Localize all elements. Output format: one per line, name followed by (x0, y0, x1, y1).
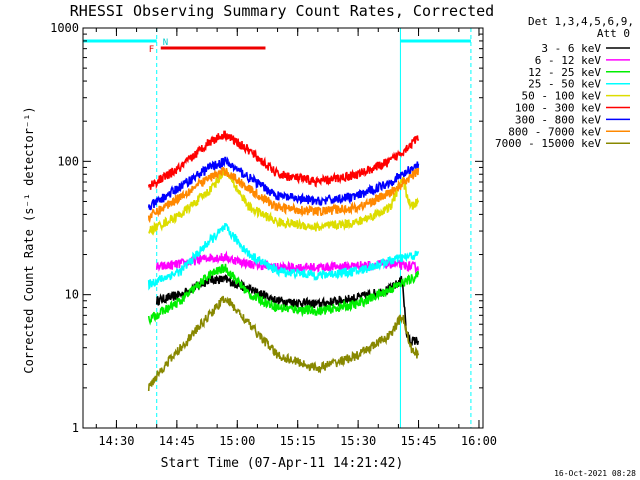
y-axis-label: Corrected Count Rate (s⁻¹ detector⁻¹) (22, 106, 36, 373)
x-tick-label: 15:45 (400, 434, 436, 448)
legend-entry-label: 50 - 100 keV (522, 90, 602, 103)
legend-header-line-2: Att 0 (597, 27, 630, 40)
series-line-300-800-kev (147, 156, 420, 211)
x-tick-label: 15:30 (340, 434, 376, 448)
flare-flag-label: F (149, 45, 154, 55)
y-tick-label: 10 (65, 288, 79, 302)
plot-frame (82, 27, 484, 429)
x-tick-label: 16:00 (461, 434, 497, 448)
x-tick-label: 14:45 (159, 434, 195, 448)
series-line-25-50-kev (147, 222, 420, 291)
legend-entry-label: 12 - 25 keV (528, 66, 601, 79)
series-line-7000-15000-kev (147, 295, 420, 392)
series-line-100-300-kev (147, 130, 420, 190)
legend-entry-label: 800 - 7000 keV (508, 125, 601, 138)
y-tick-label: 1000 (50, 21, 79, 35)
x-tick-label: 15:15 (280, 434, 316, 448)
x-axis-label: Start Time (07-Apr-11 14:21:42) (161, 456, 404, 471)
x-tick-label: 15:00 (219, 434, 255, 448)
chart-title: RHESSI Observing Summary Count Rates, Co… (70, 2, 494, 20)
x-tick-label: 14:30 (98, 434, 134, 448)
series-line-800-7000-kev (147, 167, 420, 224)
legend-entry-label: 7000 - 15000 keV (495, 137, 601, 150)
series-line-50-100-kev (148, 168, 420, 236)
y-tick-label: 1 (72, 421, 79, 435)
legend-entry-label: 300 - 800 keV (515, 113, 601, 126)
series-line-12-25-kev (147, 263, 420, 326)
y-tick-label: 100 (57, 154, 79, 168)
legend-entry-label: 6 - 12 keV (535, 54, 602, 67)
footer-date: 16-Oct-2021 08:28 (554, 469, 636, 478)
observing-intervals: NF (82, 28, 472, 428)
night-flag-label: N (163, 38, 168, 48)
legend-header-line-1: Det 1,3,4,5,6,9, (528, 15, 634, 28)
x-axis-ticks: 14:30 14:45 15:00 15:15 15:30 15:45 16:00 (95, 28, 497, 448)
legend-entry-label: 25 - 50 keV (528, 78, 601, 91)
legend-entry-label: 100 - 300 keV (515, 102, 601, 115)
y-axis-ticks: 1 10 100 1000 (50, 21, 483, 435)
legend-entry-label: 3 - 6 keV (541, 42, 601, 55)
series-lines (147, 130, 420, 392)
